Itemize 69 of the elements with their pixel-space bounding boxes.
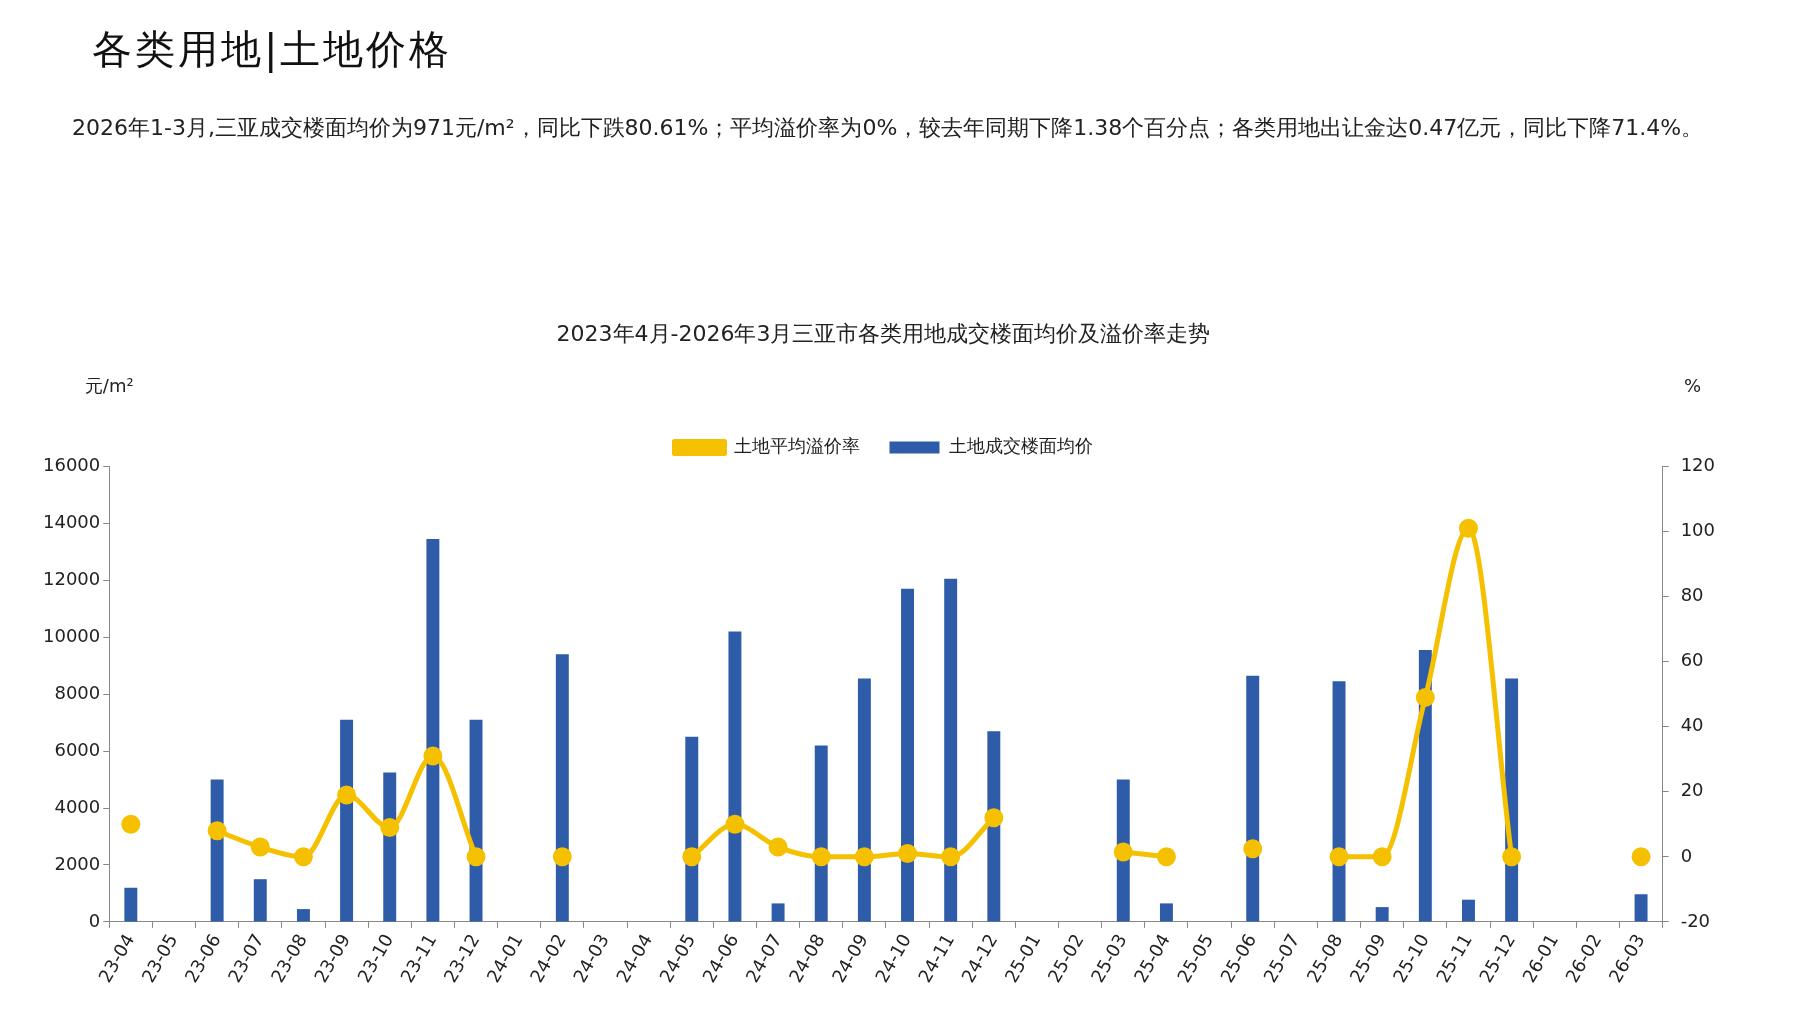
- point: [1415, 687, 1435, 707]
- y2-tick-label: 100: [1680, 519, 1715, 541]
- bar: [771, 903, 785, 922]
- legend-label: 土地成交楼面均价: [948, 435, 1093, 457]
- point: [984, 808, 1004, 828]
- y2-tick-label: 60: [1680, 649, 1704, 671]
- point: [1329, 847, 1349, 867]
- y2-tick-label: 0: [1680, 844, 1693, 866]
- bar: [340, 719, 354, 922]
- bar: [814, 745, 828, 922]
- point: [1631, 847, 1651, 867]
- bar: [1159, 903, 1173, 922]
- point: [1156, 847, 1176, 867]
- y2-tick-label: -20: [1680, 909, 1711, 931]
- y2-tick-label: 40: [1680, 714, 1704, 736]
- y-tick-label: 6000: [54, 738, 101, 760]
- bar: [1375, 907, 1389, 922]
- bar: [555, 654, 569, 922]
- point: [1458, 518, 1478, 538]
- bar: [857, 678, 871, 922]
- bar: [1462, 899, 1475, 922]
- bar: [944, 578, 958, 922]
- text: 各类用地|土地价格: [92, 25, 453, 75]
- y-axis-title: 元/m²: [84, 375, 134, 397]
- point: [423, 746, 443, 766]
- point: [293, 847, 313, 867]
- point: [854, 847, 874, 867]
- point: [682, 847, 702, 867]
- chart-subtitle: 2026年1-3月,三亚成交楼面均价为971元/m²，同比下跌80.61%；平均溢价率为0%，较去年同期下降1.38个百分点；各类用地出让金达0.47亿元，同比下降71.4%。: [72, 114, 1705, 142]
- bar: [728, 631, 742, 922]
- y-tick-label: 4000: [54, 795, 101, 817]
- y-tick-label: 2000: [54, 852, 101, 874]
- y-tick-label: 8000: [54, 681, 101, 703]
- y2-tick-label: 80: [1680, 584, 1704, 606]
- bar: [1246, 675, 1260, 922]
- y-tick-label: 16000: [43, 454, 101, 476]
- y-tick-label: 0: [88, 909, 101, 931]
- y-tick-label: 10000: [43, 624, 101, 646]
- y2-axis-title: %: [1684, 375, 1702, 397]
- bar: [685, 736, 699, 922]
- legend-label: 土地平均溢价率: [733, 435, 860, 457]
- point: [1243, 839, 1263, 859]
- y-tick-label: 12000: [43, 567, 101, 589]
- bar: [124, 887, 138, 922]
- point: [552, 847, 572, 867]
- y2-tick-label: 120: [1680, 454, 1715, 476]
- point: [466, 847, 486, 867]
- point: [121, 814, 141, 834]
- point: [1502, 847, 1522, 867]
- point: [1113, 842, 1133, 862]
- point: [380, 818, 400, 838]
- point: [207, 821, 227, 841]
- bar: [987, 731, 1001, 922]
- bar: [253, 879, 267, 922]
- y2-tick-label: 20: [1680, 779, 1704, 801]
- point: [337, 785, 357, 805]
- y-tick-label: 14000: [43, 511, 101, 533]
- point: [941, 847, 961, 867]
- point: [250, 837, 270, 857]
- point: [811, 847, 831, 867]
- bar: [1634, 894, 1648, 922]
- bar: [426, 539, 440, 922]
- point: [1372, 847, 1392, 867]
- chart-title: 2023年4月-2026年3月三亚市各类用地成交楼面均价及溢价率走势: [556, 320, 1211, 346]
- point: [898, 844, 918, 864]
- bar: [296, 909, 310, 922]
- point: [768, 837, 788, 857]
- bar: [901, 588, 914, 922]
- point: [725, 814, 745, 834]
